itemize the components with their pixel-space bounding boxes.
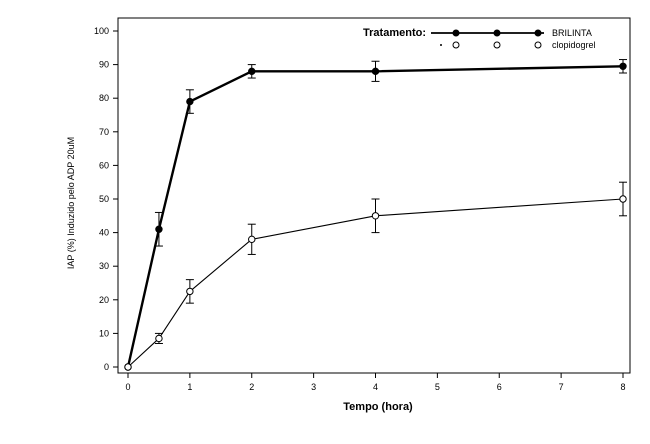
- y-tick-label: 60: [99, 160, 109, 170]
- x-axis-title: Tempo (hora): [343, 401, 413, 413]
- series-layer: [124, 59, 627, 371]
- x-tick-label: 8: [620, 382, 625, 392]
- y-tick-label: 20: [99, 295, 109, 305]
- data-point: [619, 195, 627, 203]
- axes: 0 10 20 30 40 50 60 70 80 90 100 0 1 2 3 4 5 6 7 8: [94, 17, 631, 392]
- y-tick-label: 90: [99, 60, 109, 70]
- plot-frame: [117, 17, 631, 374]
- data-point: [248, 235, 256, 244]
- x-tick-label: 3: [311, 382, 316, 392]
- legend-marker: [493, 41, 501, 49]
- data-point: [248, 67, 256, 76]
- y-tick-label: 40: [99, 228, 109, 238]
- data-point: [371, 67, 380, 76]
- legend-marker: [493, 29, 501, 37]
- x-tick-label: 6: [497, 382, 502, 392]
- legend: Tratamento: BRILINTA clopidogrel: [363, 27, 596, 50]
- y-tick-label: 100: [94, 26, 109, 36]
- legend-dot: [440, 44, 442, 46]
- y-tick-label: 10: [99, 328, 109, 338]
- data-point: [155, 225, 163, 233]
- data-point: [186, 97, 194, 106]
- legend-marker: [534, 29, 542, 37]
- legend-marker: [452, 41, 460, 49]
- legend-label: BRILINTA: [552, 28, 592, 38]
- y-tick-label: 70: [99, 127, 109, 137]
- y-tick-label: 0: [104, 362, 109, 372]
- series-clopidogrel: [124, 181, 627, 371]
- x-tick-label: 1: [187, 382, 192, 392]
- y-axis-title: IAP (%) Induzido pelo ADP 20uM: [66, 137, 76, 269]
- y-tick-label: 30: [99, 261, 109, 271]
- data-point: [186, 287, 194, 296]
- x-tick-label: 5: [435, 382, 440, 392]
- data-point: [155, 334, 163, 343]
- legend-label: clopidogrel: [552, 40, 596, 50]
- legend-marker: [534, 41, 542, 49]
- series-line: [127, 198, 624, 368]
- legend-title: Tratamento:: [363, 27, 426, 39]
- legend-marker: [452, 29, 460, 37]
- series-line: [126, 65, 624, 368]
- x-tick-label: 7: [559, 382, 564, 392]
- y-tick-label: 80: [99, 93, 109, 103]
- x-tick-label: 0: [125, 382, 130, 392]
- data-point: [371, 212, 380, 220]
- x-tick-label: 2: [249, 382, 254, 392]
- x-tick-label: 4: [373, 382, 378, 392]
- data-point: [124, 363, 132, 371]
- y-tick-label: 50: [99, 194, 109, 204]
- data-point: [619, 62, 627, 70]
